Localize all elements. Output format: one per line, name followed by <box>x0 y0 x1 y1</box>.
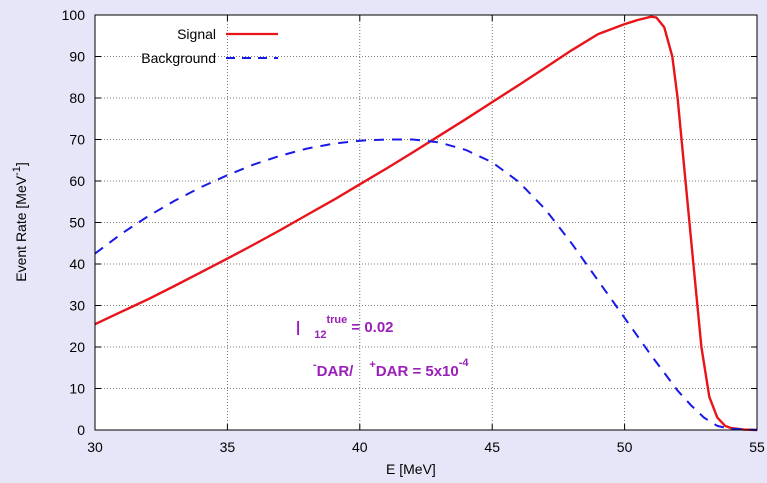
x-tick-label: 30 <box>87 439 103 455</box>
x-tick-label: 35 <box>220 439 236 455</box>
y-axis-label-end: ] <box>13 162 29 166</box>
y-tick-label: 100 <box>62 7 86 23</box>
y-tick-label: 40 <box>69 256 85 272</box>
y-axis-label-sup: -1 <box>11 166 23 176</box>
series-line-background <box>94 138 758 431</box>
x-tick-label: 40 <box>352 439 368 455</box>
y-tick-label: 80 <box>69 90 85 106</box>
y-tick-label: 90 <box>69 49 85 65</box>
y-tick-label: 10 <box>69 381 85 397</box>
anno1-bar: | <box>296 319 300 336</box>
legend-signal-label: Signal <box>177 26 216 42</box>
annotation-mixing-angle: | 12true = 0.02 <box>296 314 394 341</box>
grid <box>95 15 757 430</box>
x-tick-label: 45 <box>484 439 500 455</box>
anno2-sup3: -4 <box>459 357 470 369</box>
y-tick-label: 70 <box>69 132 85 148</box>
y-axis-label-main: Event Rate [MeV <box>13 175 29 281</box>
anno1-sup: true <box>326 314 347 326</box>
y-tick-label: 50 <box>69 215 85 231</box>
x-axis-ticks: 30 35 40 45 50 55 <box>87 15 765 455</box>
annotation-dar-ratio: -DAR/ +DAR = 5x10-4 <box>313 357 469 380</box>
plot-frame <box>94 14 758 431</box>
anno2-sup2: + <box>369 359 375 371</box>
y-tick-label: 0 <box>77 422 85 438</box>
y-axis-label: Event Rate [MeV-1] <box>11 162 29 282</box>
y-tick-label: 30 <box>69 298 85 314</box>
x-tick-label: 50 <box>617 439 633 455</box>
legend: Signal Background <box>141 26 278 66</box>
y-tick-label: 60 <box>69 173 85 189</box>
anno1-sub: 12 <box>314 329 326 341</box>
legend-background-label: Background <box>141 50 216 66</box>
series-group <box>94 15 758 432</box>
series-line-signal <box>94 15 758 432</box>
x-tick-label: 55 <box>749 439 765 455</box>
anno2-part2: DAR = 5x10 <box>376 363 459 380</box>
y-axis-ticks: 0 10 20 30 40 50 60 70 80 90 100 <box>62 7 757 438</box>
y-tick-label: 20 <box>69 339 85 355</box>
anno1-rest: = 0.02 <box>347 319 393 336</box>
anno2-part1: DAR/ <box>317 363 354 380</box>
x-axis-label: E [MeV] <box>386 461 436 477</box>
anno2-sup1: - <box>313 359 317 371</box>
